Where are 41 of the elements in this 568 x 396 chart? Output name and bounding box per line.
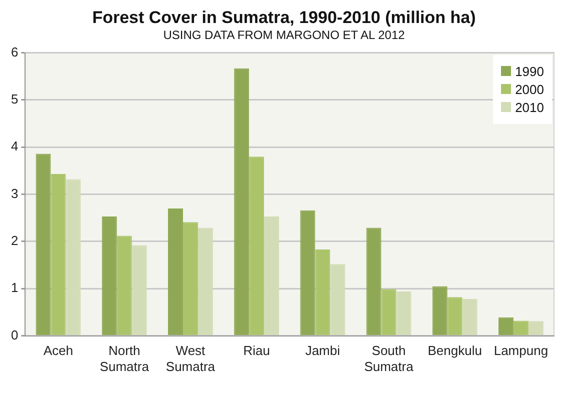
chart-title: Forest Cover in Sumatra, 1990-2010 (million ha): [91, 8, 477, 28]
bar: [366, 228, 382, 336]
bar: [300, 210, 316, 336]
x-tick-label: North Sumatra: [100, 343, 150, 374]
bar: [432, 286, 448, 336]
bar: [234, 68, 250, 336]
x-tick-label: Bengkulu: [428, 343, 482, 358]
y-tick-label: 6: [10, 44, 18, 60]
bar: [330, 264, 346, 336]
x-tick-label: West Sumatra: [166, 343, 216, 374]
bar: [264, 216, 280, 336]
y-tick-label: 4: [10, 138, 18, 154]
bar: [168, 208, 183, 336]
bar: [132, 245, 147, 336]
bar: [50, 174, 66, 336]
bar: [66, 179, 81, 336]
legend-label: 1990: [515, 64, 544, 79]
bar: [381, 289, 396, 336]
y-tick-label: 2: [10, 233, 18, 248]
x-tick-label: South Sumatra: [364, 343, 414, 374]
bar: [462, 299, 478, 336]
x-tick-label: Riau: [243, 343, 270, 358]
x-tick-label: Aceh: [43, 343, 74, 358]
y-tick-label: 1: [10, 280, 18, 296]
x-tick-label: Lampung: [494, 343, 548, 358]
bar: [249, 156, 264, 336]
bar: [396, 291, 412, 336]
bar: [36, 154, 51, 336]
legend-label: 2010: [515, 100, 544, 115]
y-tick-label: 0: [10, 327, 18, 342]
bar: [198, 228, 213, 336]
chart-subtitle: USING DATA FROM MARGONO ET AL 2012: [162, 28, 406, 42]
legend-label: 2000: [515, 82, 544, 97]
bar: [116, 236, 132, 336]
bar: [447, 297, 462, 336]
bar: [182, 222, 198, 336]
y-tick-label: 3: [10, 186, 18, 201]
bar: [102, 216, 117, 336]
x-tick-label: Jambi: [305, 343, 340, 358]
y-tick-label: 5: [10, 92, 18, 107]
bar: [315, 249, 330, 336]
